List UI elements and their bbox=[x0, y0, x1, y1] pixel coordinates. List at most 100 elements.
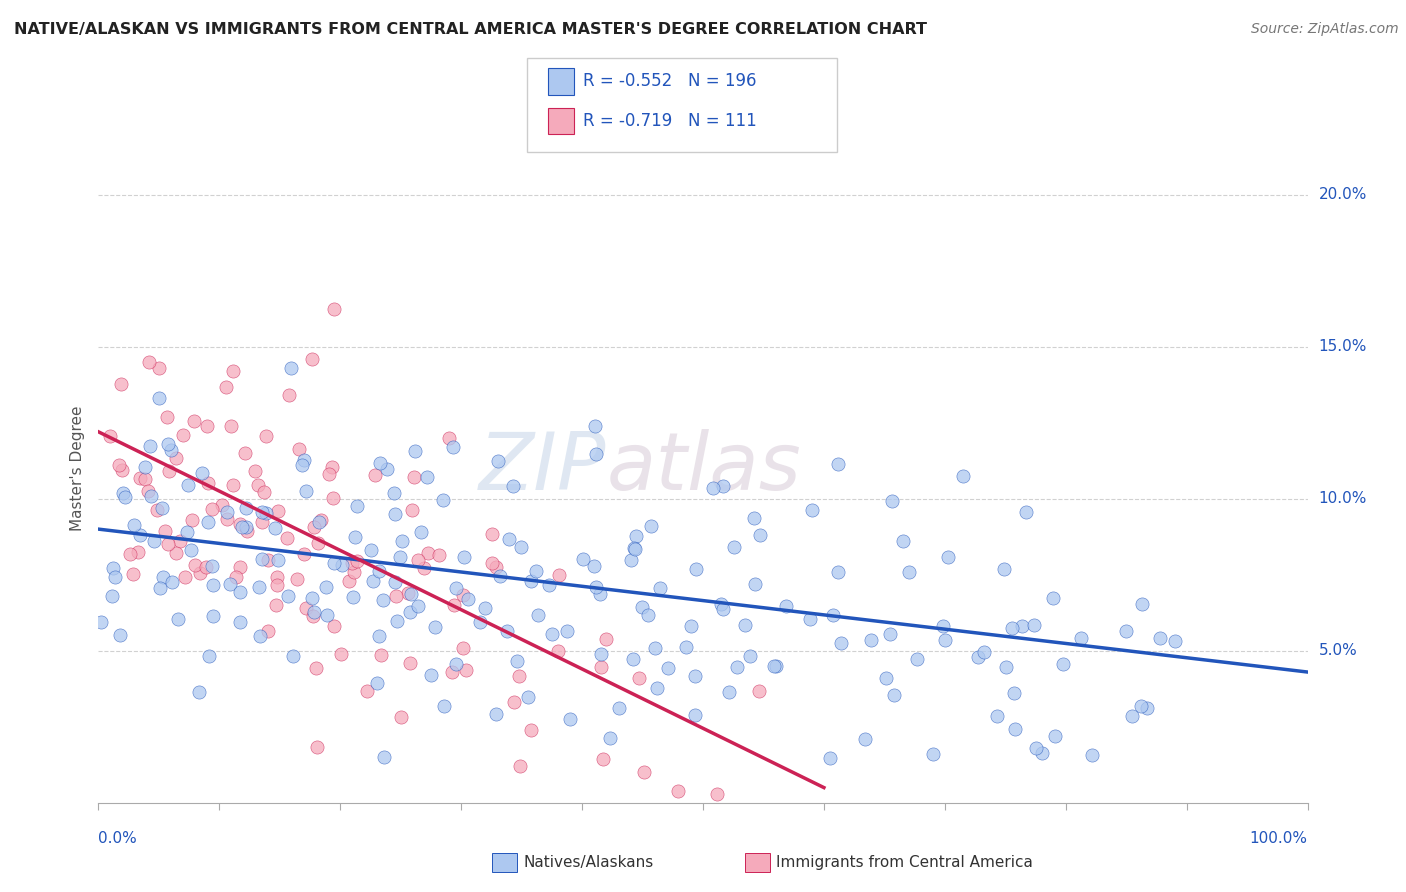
Point bbox=[142, 533, 165, 548]
Point bbox=[640, 519, 662, 533]
Point bbox=[1052, 657, 1074, 671]
Point bbox=[194, 559, 217, 574]
Point bbox=[252, 515, 274, 529]
Point bbox=[820, 751, 842, 765]
Point bbox=[368, 565, 391, 579]
Text: ZIP: ZIP bbox=[479, 429, 606, 508]
Point bbox=[481, 526, 503, 541]
Point bbox=[215, 512, 238, 526]
Point bbox=[247, 580, 270, 594]
Point bbox=[509, 540, 531, 554]
Point bbox=[201, 559, 224, 574]
Point bbox=[307, 535, 329, 549]
Point bbox=[401, 503, 423, 517]
Point bbox=[368, 629, 391, 643]
Text: 5.0%: 5.0% bbox=[1319, 643, 1357, 658]
Text: NATIVE/ALASKAN VS IMMIGRANTS FROM CENTRAL AMERICA MASTER'S DEGREE CORRELATION CH: NATIVE/ALASKAN VS IMMIGRANTS FROM CENTRA… bbox=[14, 22, 927, 37]
Point bbox=[675, 640, 697, 655]
Point bbox=[180, 543, 202, 558]
Point bbox=[243, 464, 266, 478]
Point bbox=[172, 428, 194, 442]
Point bbox=[315, 580, 337, 594]
Point bbox=[277, 388, 299, 402]
Point bbox=[1081, 747, 1104, 762]
Point bbox=[440, 665, 463, 679]
Point bbox=[221, 478, 243, 492]
Point bbox=[215, 505, 238, 519]
Point bbox=[191, 466, 214, 480]
Point bbox=[1129, 699, 1152, 714]
Point bbox=[218, 576, 240, 591]
Point bbox=[706, 787, 728, 801]
Point bbox=[520, 723, 543, 737]
Point bbox=[711, 602, 734, 616]
Point bbox=[167, 612, 190, 626]
Point bbox=[157, 463, 180, 477]
Point bbox=[190, 566, 212, 581]
Point bbox=[249, 629, 271, 643]
Point bbox=[801, 502, 824, 516]
Point bbox=[104, 570, 127, 584]
Point bbox=[110, 628, 132, 642]
Point bbox=[657, 661, 679, 675]
Point bbox=[305, 661, 328, 675]
Point bbox=[547, 644, 569, 658]
Point bbox=[582, 558, 605, 573]
Point bbox=[266, 570, 288, 584]
Point bbox=[481, 556, 503, 570]
Point bbox=[1070, 632, 1092, 646]
Point bbox=[366, 675, 388, 690]
Point bbox=[1011, 619, 1033, 633]
Point bbox=[100, 589, 122, 603]
Point bbox=[637, 608, 659, 623]
Point bbox=[503, 695, 526, 709]
Point bbox=[139, 489, 162, 503]
Point bbox=[717, 685, 740, 699]
Point bbox=[420, 668, 443, 682]
Point bbox=[853, 732, 876, 747]
Point bbox=[229, 585, 252, 599]
Point bbox=[152, 570, 174, 584]
Point bbox=[1015, 505, 1038, 519]
Point bbox=[292, 452, 315, 467]
Point bbox=[169, 534, 191, 549]
Point bbox=[1115, 624, 1137, 638]
Point bbox=[309, 513, 332, 527]
Point bbox=[257, 553, 280, 567]
Point bbox=[148, 360, 170, 375]
Point bbox=[413, 561, 436, 575]
Point bbox=[360, 543, 382, 558]
Point bbox=[821, 607, 844, 622]
Point bbox=[952, 469, 974, 483]
Point bbox=[346, 554, 368, 568]
Point bbox=[301, 609, 323, 624]
Point bbox=[257, 624, 280, 638]
Point bbox=[443, 599, 465, 613]
Point bbox=[149, 582, 172, 596]
Point bbox=[256, 506, 278, 520]
Point bbox=[1000, 621, 1022, 635]
Point bbox=[1135, 701, 1157, 715]
Point bbox=[401, 587, 423, 601]
Point bbox=[176, 525, 198, 540]
Point bbox=[323, 619, 346, 633]
Point bbox=[897, 566, 920, 580]
Point bbox=[485, 559, 508, 574]
Point bbox=[922, 747, 945, 761]
Point bbox=[385, 614, 408, 628]
Point bbox=[110, 377, 132, 392]
Point bbox=[384, 589, 406, 603]
Point bbox=[373, 750, 395, 764]
Point bbox=[266, 598, 288, 612]
Point bbox=[201, 608, 224, 623]
Point bbox=[685, 562, 707, 576]
Point bbox=[188, 685, 211, 699]
Point bbox=[389, 710, 412, 724]
Point bbox=[524, 565, 547, 579]
Point bbox=[202, 577, 225, 591]
Point bbox=[134, 460, 156, 475]
Point bbox=[134, 472, 156, 486]
Text: 0.0%: 0.0% bbox=[98, 831, 138, 846]
Point bbox=[295, 600, 318, 615]
Point bbox=[157, 536, 180, 550]
